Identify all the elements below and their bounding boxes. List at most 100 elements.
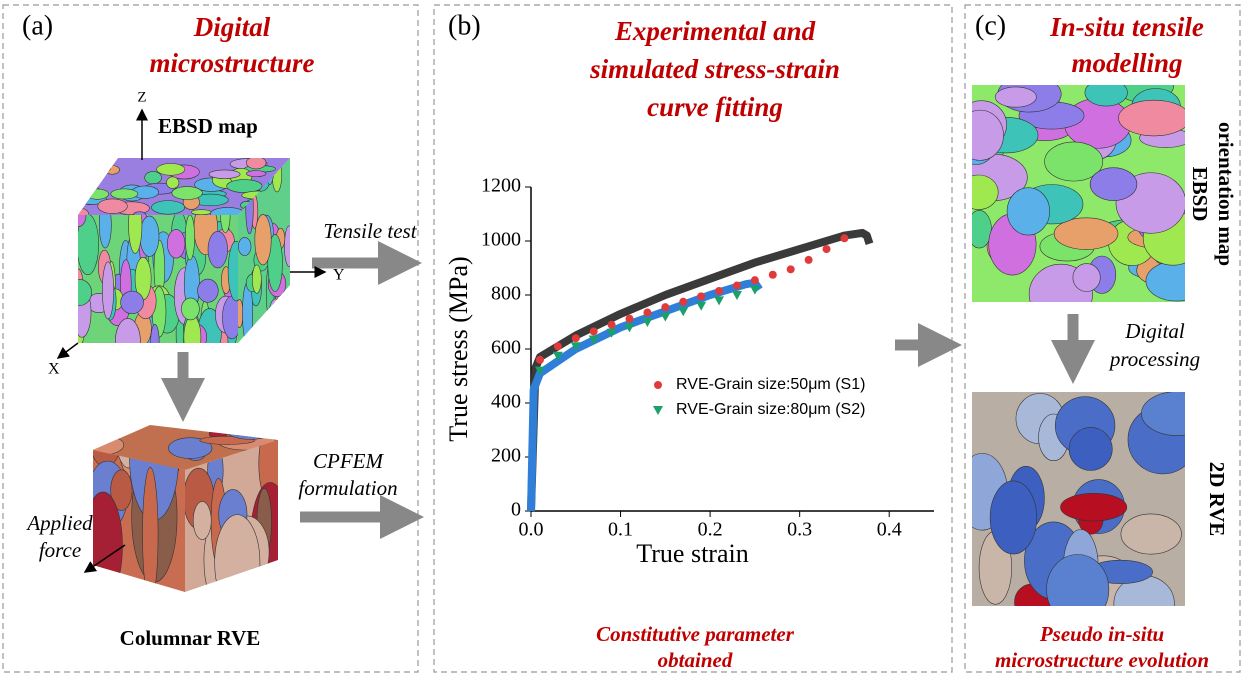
grain	[1141, 392, 1185, 436]
legend-marker	[654, 381, 662, 389]
panel-title: Digital	[193, 12, 271, 42]
curve	[527, 278, 763, 512]
y-tick-label: 1200	[481, 175, 521, 197]
grain	[168, 437, 213, 459]
grain	[110, 469, 133, 511]
grain	[185, 215, 195, 261]
grain	[93, 491, 123, 592]
grain	[102, 261, 114, 320]
axis-label: Y	[333, 267, 345, 284]
grain	[238, 237, 252, 256]
panel-title: simulated stress-strain	[589, 54, 840, 84]
y-tick-label: 200	[491, 445, 521, 467]
point	[607, 320, 616, 329]
grain	[133, 211, 147, 215]
point	[553, 342, 562, 351]
grain-map	[93, 450, 185, 592]
x-tick-label: 0.4	[877, 519, 902, 541]
grain	[245, 170, 267, 178]
grain	[104, 165, 120, 175]
point	[678, 307, 689, 317]
y-axis-label: True stress (MPa)	[444, 256, 473, 441]
point	[804, 255, 813, 264]
grain	[1120, 513, 1182, 555]
axes-triad	[56, 108, 327, 573]
grain	[78, 215, 87, 227]
y-tick-label: 800	[491, 283, 521, 305]
grain	[171, 186, 203, 200]
grain	[274, 321, 282, 343]
process-label: processing	[1108, 347, 1200, 371]
curve	[527, 228, 874, 512]
axis-label: Z	[137, 89, 146, 105]
grain	[1053, 217, 1119, 250]
point	[606, 328, 617, 338]
x-tick-label: 0.2	[698, 519, 723, 541]
rve-label: 2D RVE	[1205, 462, 1229, 537]
grain	[1046, 554, 1110, 606]
grain	[114, 450, 144, 469]
map-label: EBSD map	[158, 114, 258, 138]
caption: obtained	[658, 648, 733, 672]
grain	[207, 230, 228, 269]
map-label: EBSD	[1188, 167, 1212, 222]
point	[624, 323, 635, 333]
process-label: Digital	[1124, 319, 1185, 343]
point	[696, 301, 707, 311]
point	[588, 335, 599, 345]
point	[643, 308, 652, 317]
legend-label: RVE-Grain size:50μm (S1)	[676, 376, 865, 393]
panel-title: In-situ tensile	[1049, 12, 1204, 42]
grain	[1145, 260, 1185, 302]
grain	[1084, 85, 1128, 107]
grain	[78, 158, 107, 167]
arrow-label: formulation	[298, 476, 397, 500]
grain	[120, 290, 144, 315]
panel-title: curve fitting	[647, 92, 783, 122]
grain	[251, 264, 262, 294]
grain	[78, 181, 99, 189]
point	[679, 297, 688, 306]
grain	[181, 297, 200, 321]
grain	[1072, 263, 1101, 292]
point	[697, 292, 706, 301]
grain	[226, 179, 263, 193]
y-tick-label: 0	[511, 499, 521, 521]
map-label: orientation map	[1214, 122, 1238, 266]
x-tick-label: 0.1	[608, 519, 633, 541]
grain	[97, 161, 112, 173]
grain-map	[78, 215, 238, 343]
grain	[271, 301, 282, 343]
arrows	[161, 241, 1095, 539]
grain	[191, 209, 212, 215]
grain	[278, 305, 290, 343]
grain	[1089, 167, 1138, 201]
panel-label: (a)	[22, 10, 53, 41]
point	[714, 296, 725, 306]
point	[660, 312, 671, 322]
grain	[208, 169, 241, 179]
y-tick-label: 1000	[481, 229, 521, 251]
point	[731, 291, 742, 300]
axis-label: X	[48, 361, 60, 378]
grain	[227, 240, 238, 302]
grain-map	[972, 85, 1185, 302]
caption: Columnar RVE	[120, 626, 261, 650]
x-tick-label: 0.3	[787, 519, 812, 541]
force-label: force	[39, 538, 81, 562]
point	[768, 270, 777, 279]
force-label: Applied	[25, 511, 93, 535]
grain	[166, 229, 186, 259]
point	[571, 334, 580, 343]
point	[552, 351, 563, 361]
grain	[1068, 427, 1113, 471]
x-tick-label: 0.0	[519, 519, 544, 541]
grain	[972, 174, 999, 210]
grain	[1060, 493, 1128, 522]
arrow-label: CPFEM	[313, 449, 384, 473]
point	[570, 342, 581, 352]
grain	[1044, 141, 1104, 182]
point	[786, 265, 795, 274]
panel-label: (b)	[448, 10, 481, 41]
grain	[284, 225, 290, 267]
